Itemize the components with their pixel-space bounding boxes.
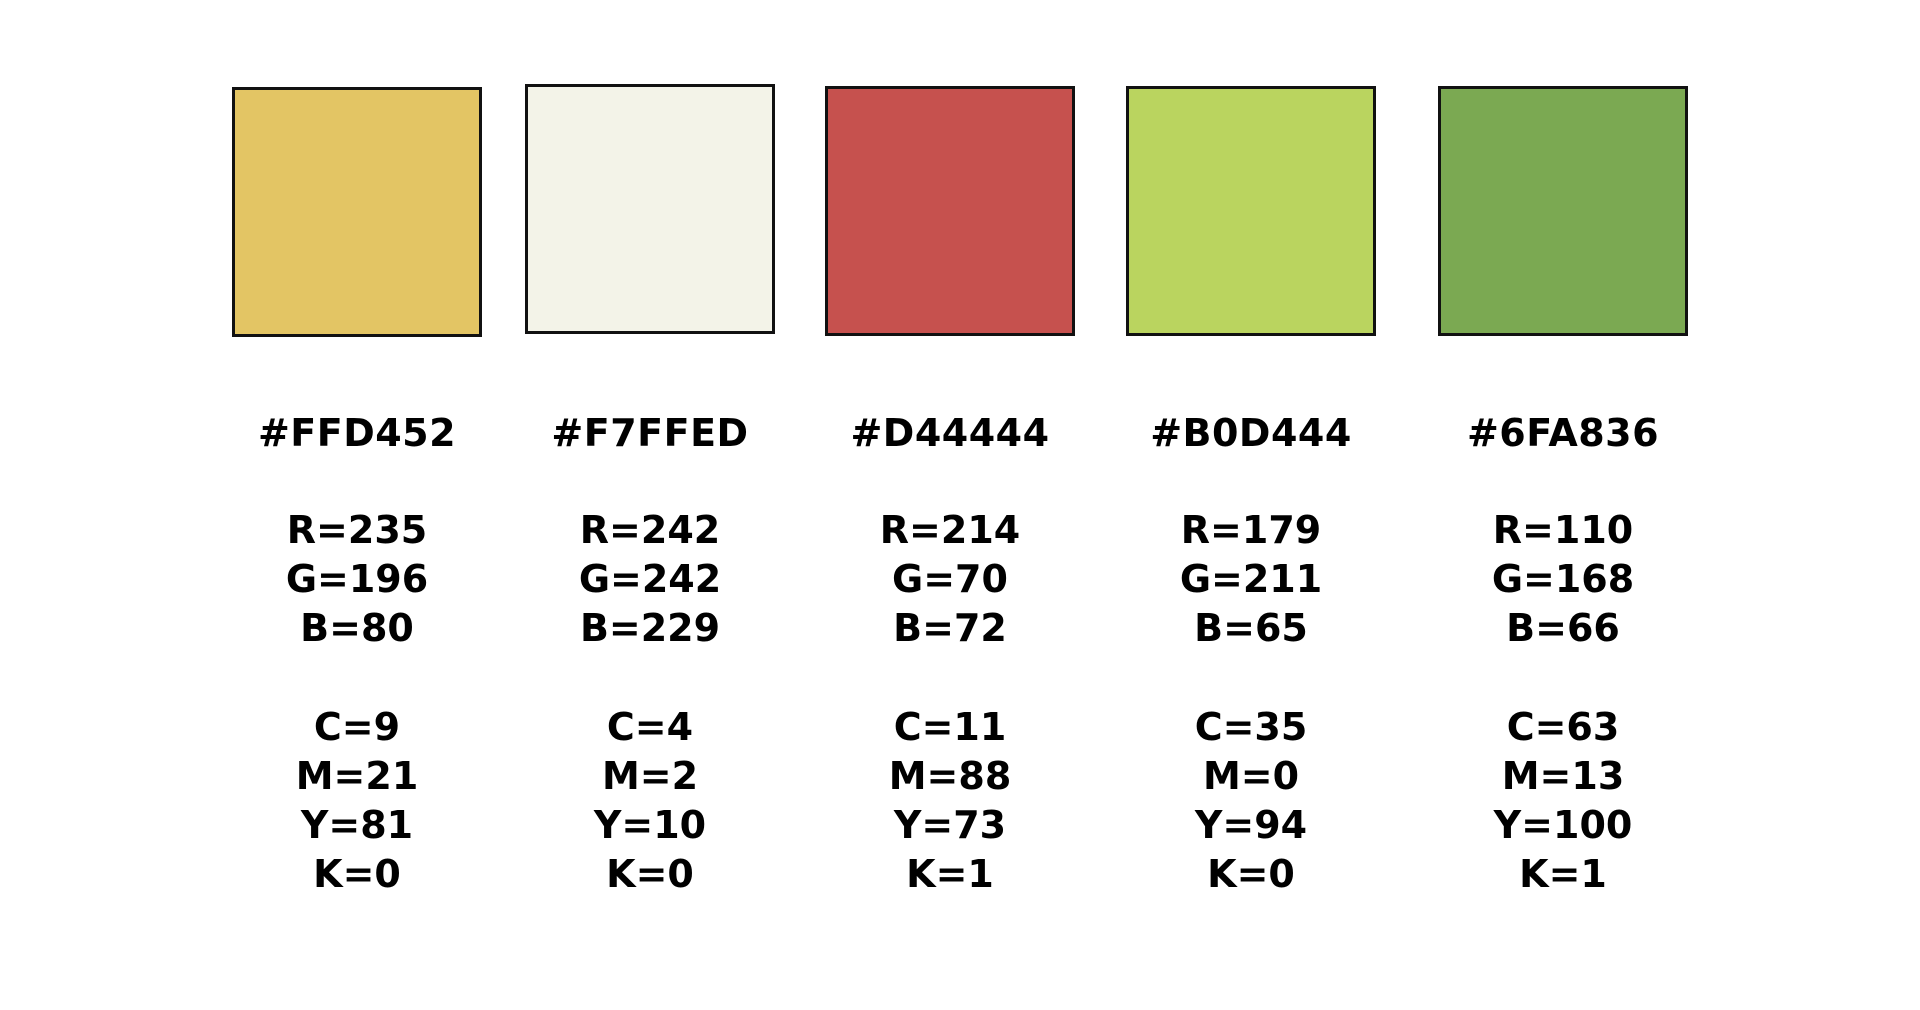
cmyk-y-value: Y=94 <box>1194 803 1308 847</box>
color-swatch-3 <box>825 86 1075 336</box>
cmyk-c-value: C=9 <box>313 705 401 749</box>
rgb-r-value: R=214 <box>879 508 1021 552</box>
cmyk-c-value: C=4 <box>606 705 694 749</box>
rgb-g-value: G=70 <box>892 557 1008 601</box>
palette-column-4: #B0D444 R=179 G=211 B=65 C=35 M=0 Y=94 K… <box>1101 0 1401 1010</box>
cmyk-m-value: M=13 <box>1501 754 1625 798</box>
cmyk-k-value: K=1 <box>906 852 994 896</box>
rgb-r-value: R=179 <box>1180 508 1322 552</box>
cmyk-c-value: C=11 <box>893 705 1007 749</box>
cmyk-values-3: C=11 M=88 Y=73 K=1 <box>800 703 1100 899</box>
cmyk-m-value: M=88 <box>888 754 1012 798</box>
hex-code-4: #B0D444 <box>1150 411 1352 455</box>
rgb-b-value: B=66 <box>1506 606 1620 650</box>
rgb-r-value: R=110 <box>1492 508 1634 552</box>
cmyk-y-value: Y=100 <box>1493 803 1633 847</box>
cmyk-c-value: C=35 <box>1194 705 1308 749</box>
color-swatch-2 <box>525 84 775 334</box>
cmyk-c-value: C=63 <box>1506 705 1620 749</box>
cmyk-m-value: M=0 <box>1202 754 1300 798</box>
rgb-values-1: R=235 G=196 B=80 <box>207 506 507 653</box>
cmyk-values-2: C=4 M=2 Y=10 K=0 <box>500 703 800 899</box>
palette-column-3: #D44444 R=214 G=70 B=72 C=11 M=88 Y=73 K… <box>800 0 1100 1010</box>
color-swatch-5 <box>1438 86 1688 336</box>
rgb-b-value: B=80 <box>300 606 414 650</box>
rgb-values-4: R=179 G=211 B=65 <box>1101 506 1401 653</box>
color-swatch-4 <box>1126 86 1376 336</box>
rgb-g-value: G=211 <box>1179 557 1323 601</box>
palette-column-1: #FFD452 R=235 G=196 B=80 C=9 M=21 Y=81 K… <box>207 0 507 1010</box>
rgb-g-value: G=168 <box>1491 557 1635 601</box>
cmyk-values-5: C=63 M=13 Y=100 K=1 <box>1413 703 1713 899</box>
cmyk-y-value: Y=73 <box>893 803 1007 847</box>
rgb-b-value: B=65 <box>1194 606 1308 650</box>
rgb-g-value: G=242 <box>578 557 722 601</box>
cmyk-k-value: K=0 <box>1207 852 1295 896</box>
rgb-b-value: B=229 <box>579 606 721 650</box>
rgb-values-5: R=110 G=168 B=66 <box>1413 506 1713 653</box>
rgb-b-value: B=72 <box>893 606 1007 650</box>
rgb-g-value: G=196 <box>285 557 429 601</box>
color-swatch-1 <box>232 87 482 337</box>
rgb-r-value: R=242 <box>579 508 721 552</box>
rgb-r-value: R=235 <box>286 508 428 552</box>
cmyk-y-value: Y=81 <box>300 803 414 847</box>
cmyk-m-value: M=2 <box>601 754 699 798</box>
cmyk-k-value: K=0 <box>313 852 401 896</box>
cmyk-k-value: K=1 <box>1519 852 1607 896</box>
hex-code-5: #6FA836 <box>1466 411 1660 455</box>
cmyk-values-1: C=9 M=21 Y=81 K=0 <box>207 703 507 899</box>
hex-code-1: #FFD452 <box>257 411 457 455</box>
cmyk-m-value: M=21 <box>295 754 419 798</box>
palette-column-2: #F7FFED R=242 G=242 B=229 C=4 M=2 Y=10 K… <box>500 0 800 1010</box>
hex-code-2: #F7FFED <box>551 411 749 455</box>
cmyk-k-value: K=0 <box>606 852 694 896</box>
rgb-values-3: R=214 G=70 B=72 <box>800 506 1100 653</box>
palette-column-5: #6FA836 R=110 G=168 B=66 C=63 M=13 Y=100… <box>1413 0 1713 1010</box>
cmyk-y-value: Y=10 <box>593 803 707 847</box>
hex-code-3: #D44444 <box>850 411 1050 455</box>
cmyk-values-4: C=35 M=0 Y=94 K=0 <box>1101 703 1401 899</box>
rgb-values-2: R=242 G=242 B=229 <box>500 506 800 653</box>
